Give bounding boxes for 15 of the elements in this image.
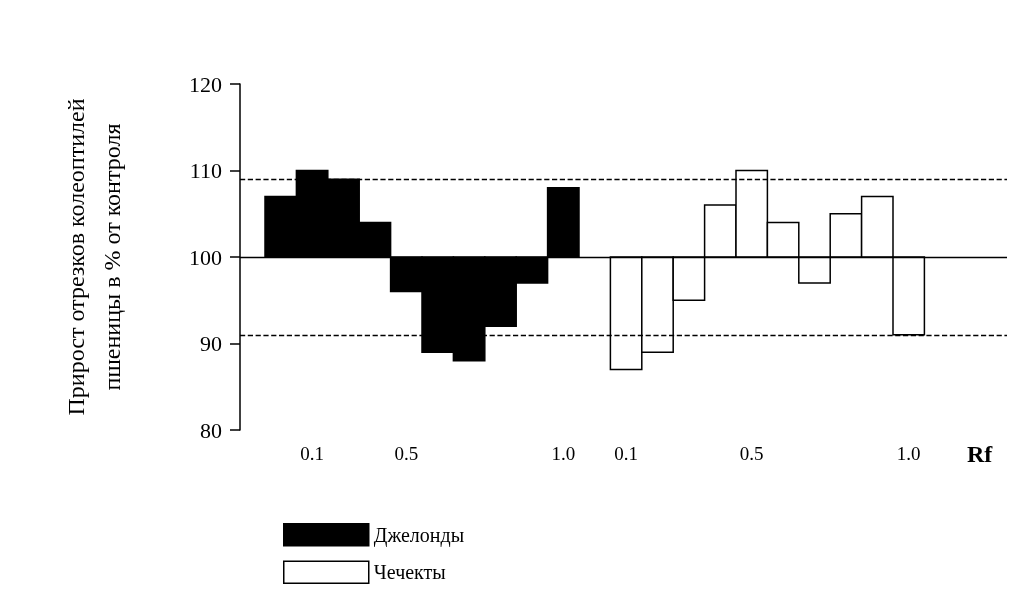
y-tick-label: 80	[200, 417, 222, 443]
x-axis-title: Rf	[967, 441, 994, 467]
y-tick-label: 110	[189, 158, 222, 183]
x-tick-label: 0.1	[614, 443, 638, 464]
x-tick-label: 0.5	[394, 443, 419, 464]
x-tick-label: 0.1	[300, 443, 324, 464]
y-tick-label: 120	[189, 71, 222, 97]
x-tick-label: 0.5	[739, 443, 764, 464]
y-tick-label: 90	[200, 331, 222, 356]
y-axis-title: Прирост отрезков колеоптилей пшеницы в % от контроля	[63, 98, 125, 416]
legend-label: Чечекты	[373, 561, 446, 584]
legend-label: Джелонды	[373, 523, 465, 547]
x-tick-label: 1.0	[896, 443, 921, 464]
x-tick-label: 1.0	[551, 443, 576, 464]
y-tick-label: 100	[189, 244, 222, 270]
